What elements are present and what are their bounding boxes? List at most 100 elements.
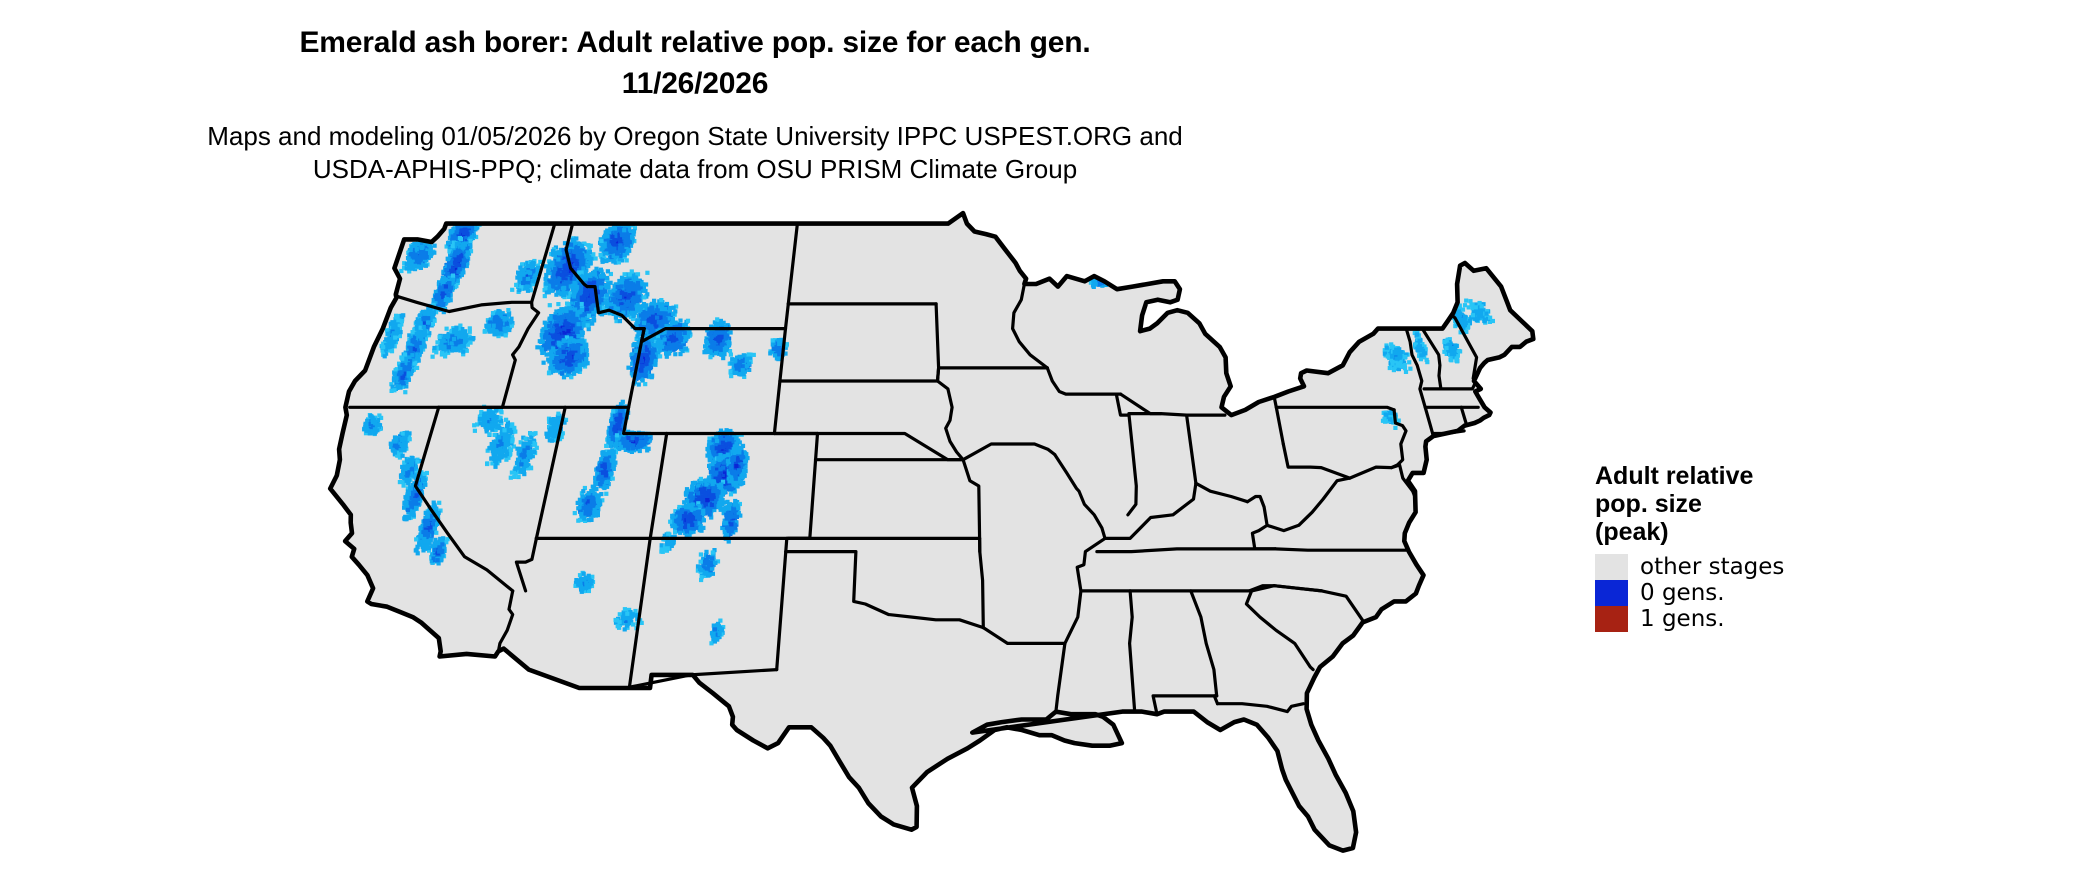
gen-cell	[462, 258, 467, 263]
gen-cell	[432, 345, 437, 351]
gen-cell	[454, 230, 459, 235]
gen-cell	[401, 381, 406, 386]
gen-cell	[453, 348, 458, 353]
gen-cell	[422, 258, 427, 264]
gen-cell	[461, 230, 466, 235]
gen-cell	[464, 229, 469, 234]
gen-cell	[447, 261, 452, 266]
gen-cell	[509, 316, 514, 321]
gen-cell	[441, 338, 446, 343]
map-land-layer	[330, 213, 1534, 851]
gen-cell	[434, 350, 439, 355]
gen-cell	[415, 249, 420, 254]
gen-cell	[450, 244, 455, 249]
gen-cell	[385, 338, 390, 343]
gen-cell	[426, 316, 431, 321]
gen-cell	[381, 345, 386, 350]
gen-cell	[468, 226, 473, 231]
gen-cell	[491, 323, 496, 328]
gen-cell	[455, 226, 460, 231]
gen-cell	[525, 276, 530, 281]
gen-cell	[502, 326, 507, 331]
gen-cell	[453, 235, 458, 240]
gen-cell	[530, 279, 535, 284]
gen-cell	[403, 390, 408, 395]
gen-cell	[406, 250, 411, 255]
gen-cell	[399, 370, 404, 375]
gen-cell	[404, 266, 409, 271]
gen-cell	[502, 317, 507, 322]
gen-cell	[403, 366, 408, 371]
gen-cell	[455, 238, 460, 243]
gen-cell	[410, 330, 415, 335]
gen-cell	[486, 323, 491, 328]
gen-cell	[463, 216, 468, 221]
gen-cell	[450, 341, 455, 346]
gen-cell	[472, 217, 477, 222]
gen-cell	[462, 215, 467, 221]
gen-cell	[390, 344, 395, 349]
gen-cell	[463, 217, 468, 222]
gen-cell	[432, 243, 437, 248]
gen-cell	[525, 288, 531, 293]
gen-cell	[394, 315, 399, 320]
gen-cell	[429, 252, 434, 257]
gen-cell	[463, 242, 468, 247]
gen-cell	[530, 264, 535, 270]
gen-cell	[392, 372, 397, 377]
gen-cell	[443, 297, 448, 302]
gen-cell	[402, 265, 407, 270]
gen-cell	[414, 256, 420, 261]
gen-cell	[393, 335, 398, 340]
gen-cell	[414, 247, 419, 252]
gen-cell	[456, 232, 462, 237]
gen-cell	[542, 294, 547, 299]
gen-cell	[459, 254, 464, 259]
gen-cell	[465, 253, 470, 258]
gen-cell	[474, 234, 479, 240]
gen-cell	[406, 266, 411, 271]
gen-cell	[415, 264, 420, 269]
gen-cell	[430, 354, 435, 359]
gen-cell	[403, 352, 408, 357]
gen-cell	[410, 353, 415, 358]
gen-cell	[453, 257, 458, 262]
gen-cell	[437, 334, 442, 339]
title-line-1: Emerald ash borer: Adult relative pop. s…	[299, 26, 1091, 59]
gen-cell	[430, 322, 435, 327]
gen-cell	[454, 217, 459, 222]
gen-cell	[456, 334, 461, 339]
gen-cell	[569, 242, 574, 247]
gen-cell	[454, 242, 459, 247]
gen-cell	[422, 343, 427, 348]
gen-cell	[428, 245, 433, 250]
gen-cell	[390, 320, 395, 325]
gen-cell	[417, 248, 422, 253]
gen-cell	[425, 320, 431, 325]
gen-cell	[453, 232, 458, 237]
gen-cell	[503, 333, 508, 338]
gen-cell	[482, 328, 488, 334]
gen-cell	[410, 339, 415, 344]
gen-cell	[496, 318, 501, 323]
gen-cell	[440, 299, 445, 304]
gen-cell	[464, 333, 469, 338]
gen-cell	[412, 253, 417, 258]
gen-cell	[425, 243, 430, 248]
gen-cell	[398, 385, 403, 390]
gen-cell	[461, 213, 466, 218]
gen-cell	[422, 311, 427, 316]
gen-cell	[510, 287, 515, 292]
gen-cell	[525, 284, 530, 289]
gen-cell	[406, 341, 412, 346]
gen-cell	[521, 280, 526, 286]
gen-cell	[424, 255, 429, 260]
gen-cell	[415, 343, 420, 349]
gen-cell	[450, 273, 456, 278]
gen-cell	[518, 271, 523, 276]
gen-cell	[543, 286, 548, 291]
gen-cell	[474, 226, 479, 231]
title-line-2: 11/26/2026	[621, 67, 769, 100]
gen-cell	[400, 362, 405, 367]
gen-cell	[458, 339, 463, 344]
